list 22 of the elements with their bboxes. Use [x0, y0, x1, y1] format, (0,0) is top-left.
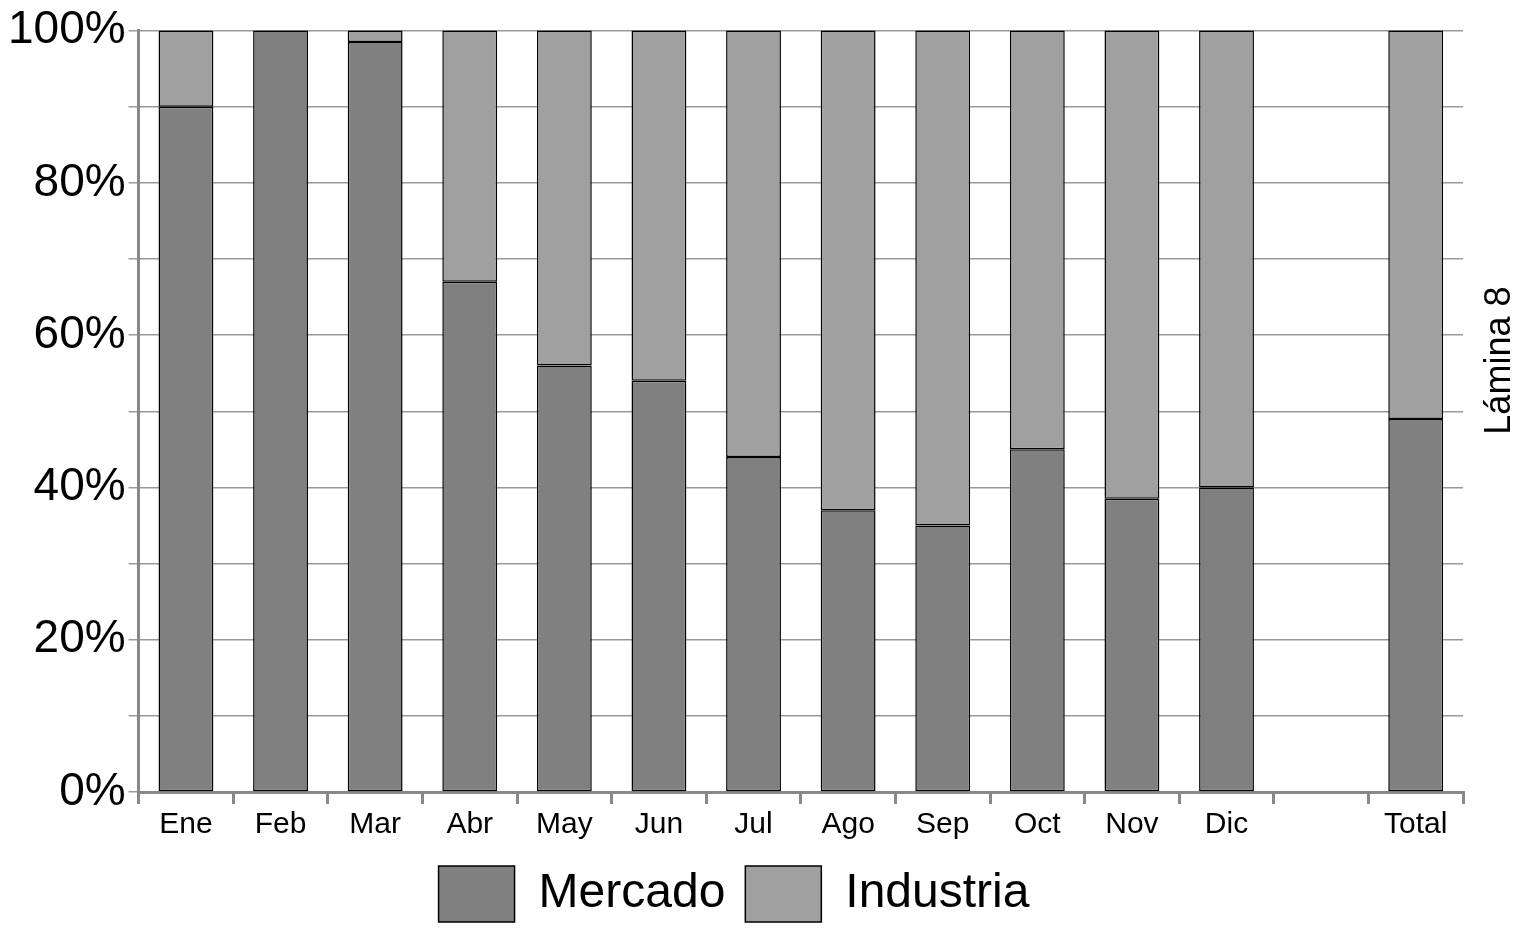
x-tick-label: Feb — [254, 806, 307, 840]
y-tick-label: 60% — [33, 305, 126, 358]
x-tick-label: Sep — [916, 806, 970, 840]
x-tick-label: Dic — [1204, 806, 1249, 840]
x-tick-label: Mar — [349, 806, 401, 840]
legend-label: Mercado — [538, 864, 726, 918]
x-tick-label: Ago — [821, 806, 875, 840]
y-tick-label: 0% — [59, 762, 126, 815]
x-tick-label: Total — [1384, 806, 1448, 840]
legend-label: Industria — [845, 864, 1030, 918]
x-tick-label: Abr — [446, 806, 494, 840]
x-tick-label: Jun — [634, 806, 684, 840]
text: Lámina 8 — [1476, 286, 1518, 435]
x-tick-label: Ene — [159, 806, 213, 840]
y-tick-label: 20% — [33, 610, 126, 663]
y-tick-label: 80% — [33, 153, 126, 206]
y-tick-label: 100% — [7, 1, 126, 54]
y-tick-label: 40% — [33, 458, 126, 511]
x-tick-label: Jul — [734, 806, 773, 840]
x-tick-label: Oct — [1013, 806, 1062, 840]
x-tick-label: May — [535, 806, 593, 840]
x-tick-label: Nov — [1105, 806, 1159, 840]
